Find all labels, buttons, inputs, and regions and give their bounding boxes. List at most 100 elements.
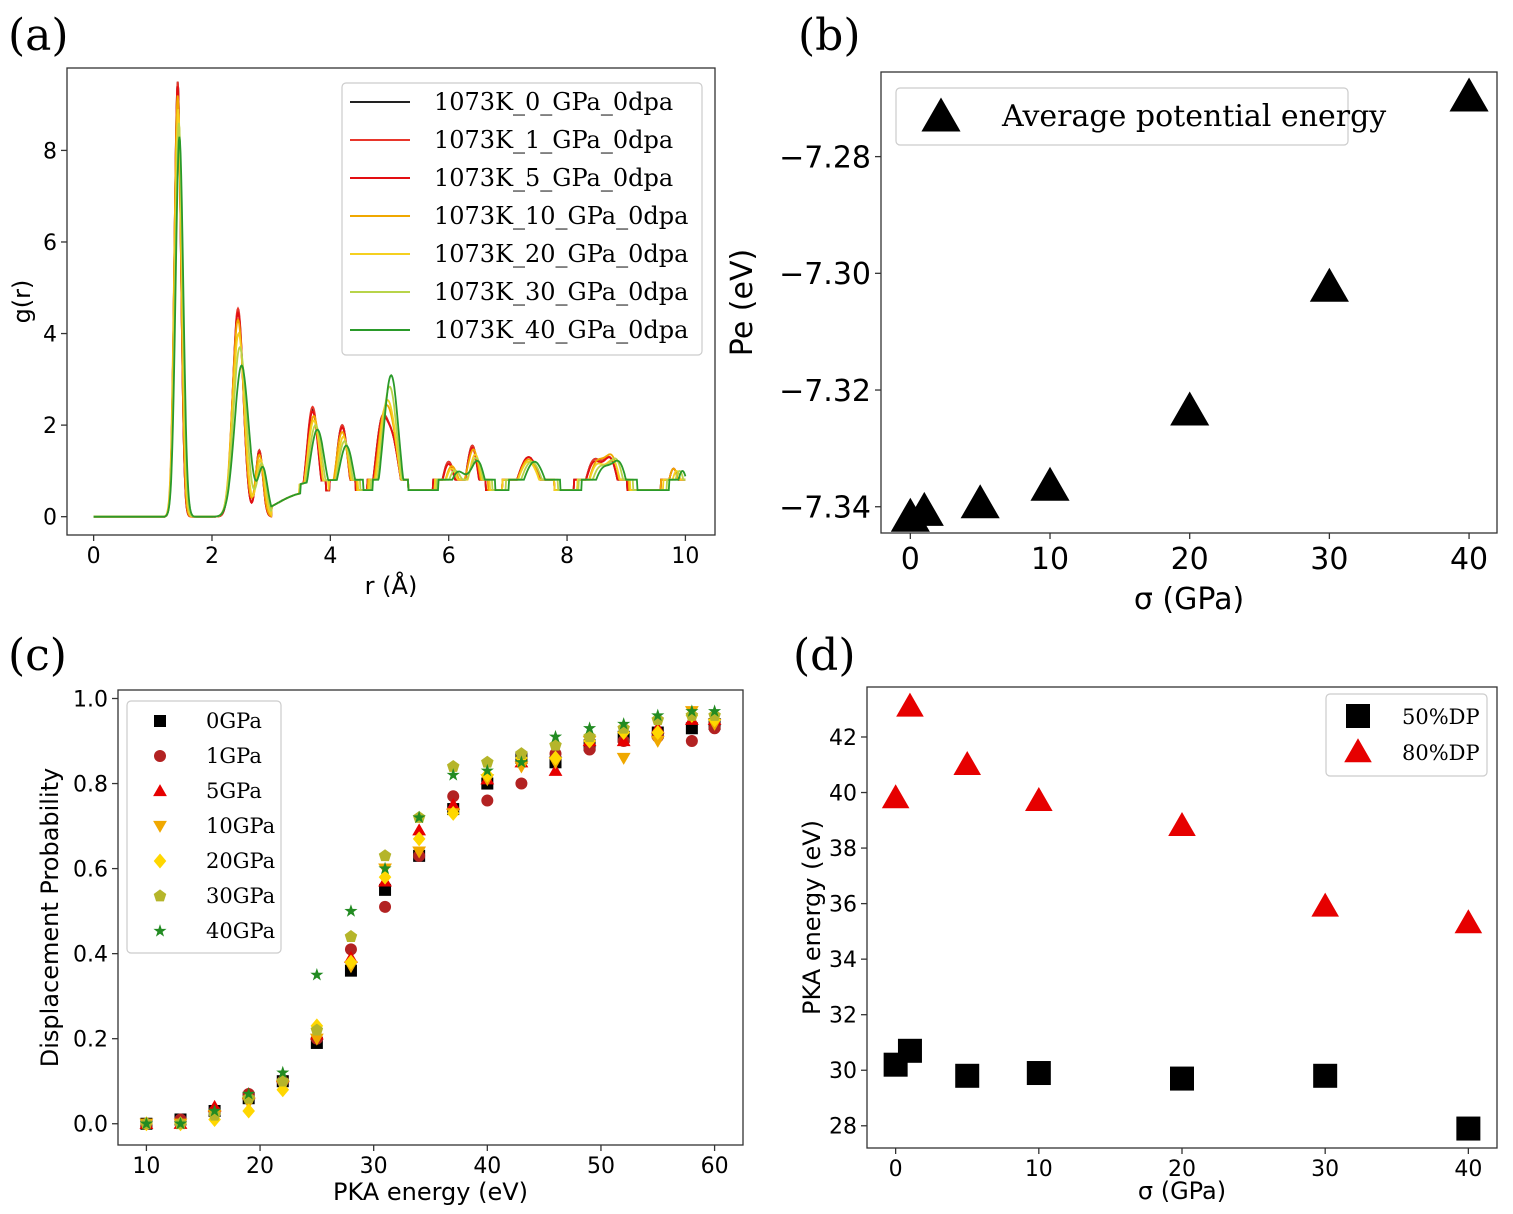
x-tick-label: 40: [473, 1154, 501, 1179]
plot-frame: [117, 689, 744, 1146]
y-tick-label: 40: [829, 781, 857, 806]
x-tick-label: 40: [1450, 542, 1488, 577]
data-point-star: [617, 717, 631, 730]
data-point-circle: [685, 735, 698, 748]
data-point-star: [708, 704, 722, 717]
y-tick-label: 4: [43, 322, 57, 347]
x-tick-label: 10: [1025, 1157, 1053, 1182]
legend-entry: 80%DP: [1402, 741, 1480, 765]
x-tick-label: 4: [323, 544, 337, 569]
y-tick-label: 0: [43, 506, 57, 531]
y-tick-label: −7.34: [779, 491, 871, 526]
y-tick-label: 34: [829, 948, 857, 973]
data-point-star: [446, 768, 460, 781]
legend-box: [341, 82, 703, 356]
data-point-triangle: [1311, 892, 1339, 917]
data-point-pentagon: [208, 1108, 221, 1121]
data-point-triangle: [904, 491, 944, 526]
legend: 50%DP 80%DP: [1325, 693, 1488, 777]
data-point-square: [897, 1038, 922, 1063]
data-point-star: [480, 763, 494, 777]
legend-entry: 1073K_5_GPa_0dpa: [434, 164, 673, 192]
data-point-triangle-down: [514, 761, 529, 774]
y-axis-label: PKA energy (eV): [798, 820, 826, 1015]
legend-marker: [153, 889, 167, 902]
x-tick-label: 10: [132, 1154, 160, 1179]
data-point-star: [548, 729, 563, 743]
data-point-pentagon: [617, 721, 630, 734]
data-point-circle: [447, 790, 460, 803]
legend-entry: 50%DP: [1402, 705, 1480, 729]
legend-marker: [153, 784, 167, 797]
data-point-circle: [379, 900, 392, 913]
y-tick-label: 0.2: [73, 1028, 108, 1053]
legend-entry: 0GPa: [206, 709, 262, 733]
y-tick-label: 32: [829, 1004, 857, 1029]
data-point-square: [1170, 1066, 1194, 1091]
y-tick-label: 1.0: [73, 687, 108, 712]
legend-marker: [153, 853, 167, 869]
plot-frame: [880, 71, 1498, 534]
chart-d-pka-energy: 0 10 20 30 40 28 30 32 34 36 38 40 42 σ (GPa) PKA ener…: [798, 686, 1498, 1205]
x-axis-label: r (Å): [365, 571, 418, 600]
y-tick-label: 0.0: [73, 1113, 108, 1138]
data-point-star: [344, 904, 358, 917]
data-point-star: [412, 810, 426, 824]
x-axis-label: σ (GPa): [1134, 582, 1244, 617]
data-point-star: [583, 721, 597, 734]
y-axis-label: g(r): [8, 280, 36, 324]
data-point-triangle: [1449, 77, 1489, 112]
data-point-triangle: [1168, 812, 1196, 837]
y-tick-label: 6: [43, 231, 57, 256]
x-tick-label: 2: [205, 544, 219, 569]
data-point-triangle: [960, 484, 1000, 519]
data-point-circle: [583, 743, 596, 756]
panel-label-c: (c): [8, 630, 67, 681]
x-tick-label: 60: [701, 1154, 729, 1179]
rdf-line: [93, 136, 687, 518]
y-tick-label: 0.8: [73, 772, 108, 797]
legend-box: [126, 700, 282, 954]
data-point-triangle-down: [412, 846, 427, 859]
data-point-star: [139, 1116, 153, 1130]
data-point-diamond: [344, 954, 358, 970]
data-point-triangle: [1030, 466, 1070, 501]
data-point-triangle: [616, 734, 631, 747]
x-tick-label: 30: [360, 1154, 388, 1179]
x-tick-label: 10: [1031, 542, 1069, 577]
x-tick-label: 20: [246, 1154, 274, 1179]
legend-entry: 1073K_20_GPa_0dpa: [434, 240, 688, 268]
x-tick-label: 10: [671, 544, 699, 569]
legend-entry: 20GPa: [206, 849, 275, 873]
x-tick-label: 20: [1168, 1157, 1196, 1182]
data-point-star: [208, 1104, 222, 1117]
data-point-triangle: [446, 797, 461, 810]
legend-entry: 1073K_0_GPa_0dpa: [434, 88, 673, 116]
data-point-triangle: [548, 763, 563, 776]
x-axis-label: σ (GPa): [1138, 1177, 1226, 1205]
legend-marker: [153, 820, 167, 833]
y-axis-label: Pe (eV): [725, 249, 760, 356]
legend-entry: 10GPa: [206, 814, 275, 838]
x-tick-label: 20: [1171, 542, 1209, 577]
data-point-pentagon: [310, 1023, 324, 1036]
data-point-square: [1456, 1116, 1481, 1141]
y-tick-label: 0.6: [73, 858, 108, 883]
y-tick-label: 0.4: [73, 943, 108, 968]
data-point-star: [685, 704, 699, 717]
data-point-triangle: [1454, 909, 1483, 934]
x-tick-label: 50: [587, 1154, 615, 1179]
y-tick-label: −7.30: [779, 257, 871, 292]
data-point-diamond: [549, 750, 562, 766]
data-point-pentagon: [651, 713, 665, 726]
data-point-triangle: [1309, 267, 1349, 302]
legend: 1073K_0_GPa_0dpa 1073K_1_GPa_0dpa 1073K_5_…: [341, 82, 703, 356]
legend-entry: 5GPa: [206, 779, 262, 803]
legend-marker: [153, 924, 167, 937]
data-point-square: [685, 722, 698, 735]
data-point-triangle: [881, 784, 910, 809]
x-axis-label: PKA energy (eV): [333, 1178, 528, 1206]
y-tick-label: −7.32: [779, 374, 871, 409]
x-tick-label: 40: [1454, 1157, 1482, 1182]
